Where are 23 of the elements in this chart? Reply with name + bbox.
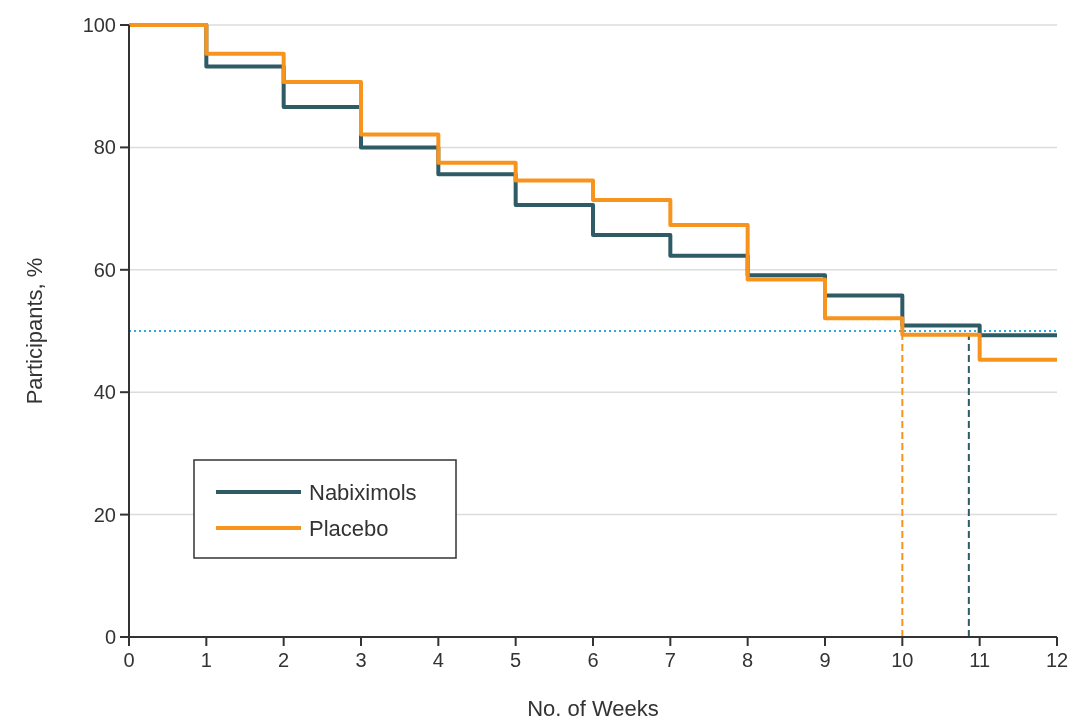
y-tick-label: 20 (93, 503, 116, 526)
x-tick-label: 10 (891, 649, 914, 671)
x-tick-label: 3 (355, 649, 367, 671)
y-tick-label: 0 (104, 626, 116, 648)
x-tick-label: 2 (278, 649, 290, 671)
x-axis-title: No. of Weeks (527, 696, 659, 721)
y-tick-label: 60 (93, 258, 116, 281)
y-tick-label: 40 (93, 381, 116, 404)
legend-label: Placebo (309, 515, 389, 541)
x-tick-label: 7 (664, 649, 676, 671)
x-tick-label: 4 (432, 649, 444, 671)
x-tick-label: 5 (510, 649, 522, 671)
x-tick-label: 12 (1045, 649, 1069, 671)
x-tick-label: 9 (819, 649, 831, 671)
legend-label: Nabiximols (309, 479, 417, 505)
y-axis-title: Participants, % (22, 257, 47, 405)
x-tick-label: 6 (587, 649, 599, 671)
x-tick-label: 11 (969, 649, 991, 671)
x-tick-label: 1 (200, 649, 212, 671)
x-tick-label: 0 (123, 649, 135, 671)
x-tick-label: 8 (742, 649, 754, 671)
y-tick-label: 100 (82, 14, 116, 36)
y-tick-label: 80 (93, 136, 116, 159)
